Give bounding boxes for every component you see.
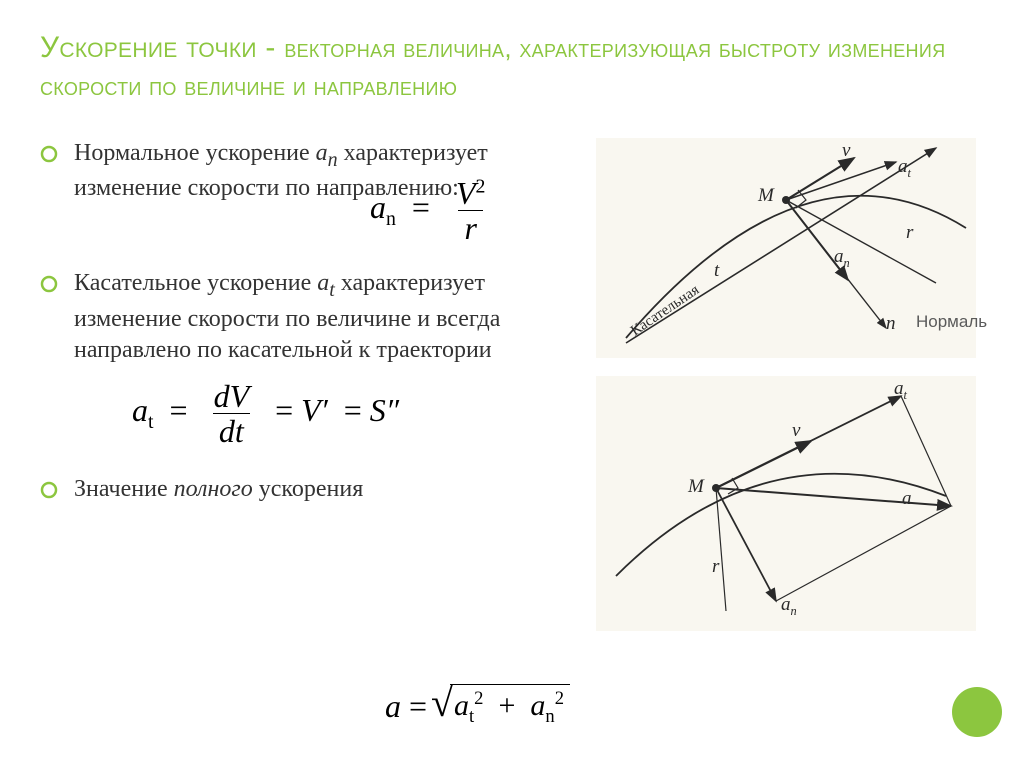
ft-num: dV [208,379,256,413]
left-column: Нормальное ускорение an характеризует из… [40,138,580,631]
ft-lhs: a [132,392,148,428]
bullet-icon [40,145,68,165]
right-column: M v at an r n t Касательная [588,138,984,631]
b3-p0: Значение [74,476,174,502]
d1-r: r [906,222,913,244]
ft-den: dt [213,413,250,448]
fn-den: r [458,210,482,245]
bullet-3: Значение полного ускорения [40,474,580,506]
d2-an: an [781,594,797,619]
fa-t1: a [454,689,469,722]
b3-p1: полного [174,476,253,502]
bullet-1-text: Нормальное ускорение an характеризует из… [74,138,580,205]
b1-p1: a [316,140,328,166]
d1-an: an [834,246,850,271]
d2-at: at [894,378,907,403]
bullet-3-text: Значение полного ускорения [74,474,580,506]
fa-t2s: n [545,706,554,727]
title-lead: Ускорение точки - [40,31,284,64]
slide-title: Ускорение точки - векторная величина, ха… [40,28,984,104]
b1-p2: n [328,148,338,170]
ft-lhs-sub: t [148,411,154,433]
fa-t2: a [530,689,545,722]
d1-n: n [886,313,896,335]
d2-a: a [902,488,912,510]
fn-lhs: a [370,189,386,225]
fn-num-sup: 2 [476,175,486,197]
formula-normal: an = V2 r [370,176,495,245]
accent-dot-icon [952,687,1002,737]
d2-v: v [792,420,800,442]
d1-t: t [714,260,719,282]
b3-p2: ускорения [253,476,363,502]
d1-M: M [758,185,774,207]
content-row: Нормальное ускорение an характеризует из… [40,138,984,631]
formula-total: a = √ at2 + an2 [385,684,570,728]
fn-num: V [456,175,476,211]
fa-t1s: t [469,706,474,727]
diagram-2: M v at a an r [596,376,976,631]
fa-lhs: a [385,688,401,725]
fa-s1: 2 [474,688,483,709]
d2-r: r [712,556,719,578]
bullet-2: Касательное ускорение at характеризует и… [40,268,580,367]
d1-v: v [842,140,850,162]
ft-r2: S″ [370,392,399,428]
bullet-icon [40,275,68,295]
formula-tangential: at = dV dt = V′ = S″ [132,379,580,448]
fa-s2: 2 [555,688,564,709]
b2-p0: Касательное ускорение [74,270,317,296]
slide: Ускорение точки - векторная величина, ха… [0,0,1024,767]
d1-at: at [898,156,911,181]
bullet-1: Нормальное ускорение an характеризует из… [40,138,580,205]
bullet-icon [40,481,68,501]
bullet-2-text: Касательное ускорение at характеризует и… [74,268,580,367]
fn-lhs-sub: n [386,208,396,230]
ft-r1: V′ [301,392,328,428]
b1-p0: Нормальное ускорение [74,140,316,166]
diagram-2-svg [596,376,976,631]
normal-axis-label: Нормаль [916,312,987,332]
d2-M: M [688,476,704,498]
b2-p1: a [317,270,329,296]
